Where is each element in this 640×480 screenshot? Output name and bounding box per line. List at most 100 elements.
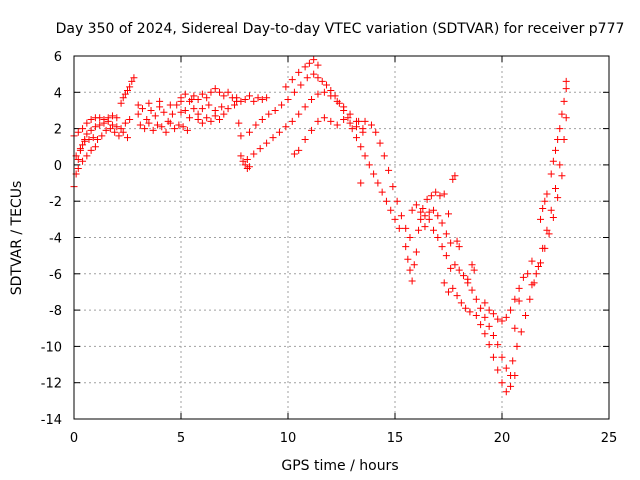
data-point — [91, 123, 99, 131]
data-point — [498, 379, 506, 387]
data-point — [87, 126, 95, 134]
data-point — [421, 212, 429, 220]
data-point — [376, 139, 384, 147]
data-point — [372, 128, 380, 136]
data-point — [543, 190, 551, 198]
data-point — [558, 172, 566, 180]
data-point — [121, 90, 129, 98]
data-point — [549, 214, 557, 222]
data-point — [451, 172, 459, 180]
data-point — [404, 255, 412, 263]
data-point — [198, 105, 206, 113]
data-point — [361, 152, 369, 160]
data-point — [560, 135, 568, 143]
data-point — [117, 125, 125, 133]
data-point — [162, 128, 170, 136]
data-point — [109, 121, 117, 129]
data-point — [100, 116, 108, 124]
chart-title: Day 350 of 2024, Sidereal Day-to-day VTE… — [56, 21, 625, 37]
data-point — [344, 114, 352, 122]
data-point — [468, 286, 476, 294]
data-point — [224, 105, 232, 113]
data-point — [301, 135, 309, 143]
data-point — [511, 371, 519, 379]
data-point — [442, 230, 450, 238]
data-point — [556, 125, 564, 133]
data-point — [406, 266, 414, 274]
data-point — [96, 114, 104, 122]
data-point — [417, 208, 425, 216]
data-point — [79, 141, 87, 149]
data-point — [177, 94, 185, 102]
data-point — [314, 61, 322, 69]
data-point — [216, 116, 224, 124]
data-point — [502, 364, 510, 372]
data-point — [438, 243, 446, 251]
data-point — [477, 304, 485, 312]
data-point — [519, 273, 527, 281]
data-point — [282, 83, 290, 91]
data-point — [263, 94, 271, 102]
data-point — [466, 308, 474, 316]
data-point — [126, 116, 134, 124]
data-point — [406, 234, 414, 241]
data-point — [85, 135, 93, 143]
data-point — [485, 341, 493, 349]
data-point — [256, 145, 264, 153]
data-point — [224, 88, 232, 96]
data-point — [513, 342, 521, 350]
data-point — [494, 315, 502, 323]
data-point — [245, 128, 253, 136]
data-point — [502, 388, 510, 396]
data-point — [489, 332, 497, 340]
data-point — [515, 284, 523, 292]
x-tick-label: 5 — [177, 431, 185, 446]
data-point — [333, 97, 341, 105]
data-point — [470, 266, 478, 274]
data-point — [173, 101, 181, 109]
data-point — [308, 126, 316, 134]
data-point — [288, 76, 296, 84]
data-point — [556, 161, 564, 169]
data-point — [457, 299, 465, 307]
data-point — [472, 312, 480, 320]
data-point — [284, 96, 292, 104]
axis-ticks: 0 5 10 15 20 25 -14 -12 -10 -8 -6 -4 -2 0 2 4 6 — [41, 50, 618, 446]
y-tick-label: -14 — [41, 413, 62, 428]
data-point — [145, 119, 153, 127]
data-point — [453, 237, 461, 245]
data-point — [447, 264, 455, 272]
data-point — [549, 157, 557, 165]
data-point — [216, 88, 224, 96]
data-point — [156, 97, 164, 105]
x-tick-label: 0 — [70, 431, 78, 446]
data-point — [464, 279, 472, 287]
data-point — [355, 117, 363, 125]
data-point — [318, 77, 326, 85]
data-point — [186, 97, 194, 105]
data-point — [241, 96, 249, 104]
data-point — [489, 353, 497, 361]
data-point — [440, 190, 448, 198]
data-point — [211, 106, 219, 114]
data-point — [410, 261, 418, 269]
data-point — [295, 146, 303, 154]
data-point — [166, 119, 174, 127]
data-point — [361, 117, 369, 125]
data-point — [333, 121, 341, 129]
data-point — [451, 261, 459, 269]
data-point — [186, 114, 194, 122]
data-point — [378, 188, 386, 196]
data-point — [314, 117, 322, 125]
data-point — [252, 121, 260, 129]
data-point — [367, 121, 375, 129]
data-point — [481, 299, 489, 307]
data-point — [149, 126, 157, 134]
data-point — [554, 135, 562, 143]
data-point — [147, 106, 155, 114]
data-point — [220, 110, 228, 118]
data-point — [528, 257, 536, 265]
data-point — [190, 105, 198, 113]
data-point — [320, 88, 328, 96]
